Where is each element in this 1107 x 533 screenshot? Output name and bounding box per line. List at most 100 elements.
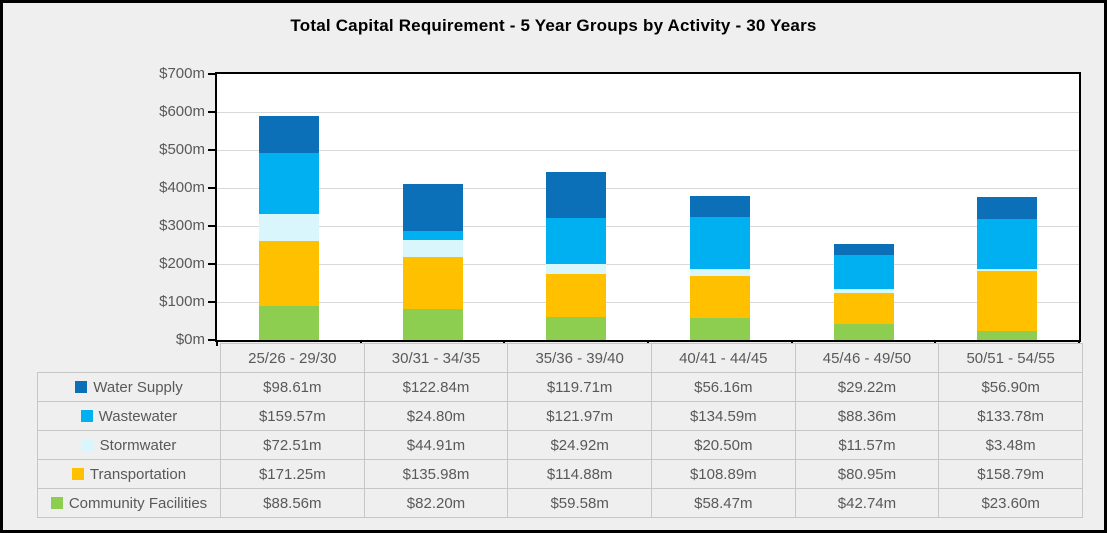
table-value-cell: $72.51m [220, 430, 365, 460]
table-column-header: 45/46 - 49/50 [794, 343, 940, 373]
table-value-cell: $158.79m [938, 459, 1083, 489]
y-axis-tick-label: $200m [159, 255, 205, 272]
y-axis-tick [208, 225, 215, 227]
legend-swatch-stormwater [81, 438, 94, 451]
y-axis-tick-label: $700m [159, 65, 205, 82]
table-value-cell: $88.56m [220, 488, 365, 518]
plot-area [215, 72, 1081, 342]
table-row-community-facilities: Community Facilities $88.56m $82.20m $59.58… [37, 488, 1083, 518]
bar-segment-water-supply [402, 183, 463, 231]
y-axis-tick-label: $600m [159, 103, 205, 120]
data-table: 25/26 - 29/30 30/31 - 34/35 35/36 - 39/40 4… [37, 343, 1083, 518]
bar-stack-4 [689, 196, 750, 340]
gridline [217, 263, 1079, 265]
table-value-cell: $171.25m [220, 459, 365, 489]
table-value-cell: $42.74m [794, 488, 940, 518]
table-row-stormwater: Stormwater $72.51m $44.91m $24.92m $20.50m $1… [37, 430, 1083, 460]
table-value-cell: $98.61m [220, 372, 365, 402]
table-value-cell: $24.80m [363, 401, 509, 431]
table-value-cell: $122.84m [363, 372, 509, 402]
table-value-cell: $80.95m [794, 459, 940, 489]
y-axis-tick [208, 339, 215, 341]
table-value-cell: $24.92m [507, 430, 652, 460]
bar-segment-transportation [977, 270, 1038, 332]
legend-label: Water Supply [93, 378, 183, 396]
bar-stack-6 [977, 196, 1038, 340]
bar-segment-wastewater [689, 217, 750, 269]
table-column-header: 50/51 - 54/55 [938, 343, 1083, 373]
bar-segment-stormwater [977, 269, 1038, 271]
y-axis-tick [208, 149, 215, 151]
bar-segment-transportation [546, 273, 607, 318]
bar-segment-water-supply [977, 196, 1038, 219]
x-axis-tick [216, 341, 218, 346]
table-row-transportation: Transportation $171.25m $135.98m $114.88m $1… [37, 459, 1083, 489]
bar-segment-community-facilities [402, 308, 463, 340]
table-value-cell: $114.88m [507, 459, 652, 489]
table-value-cell: $121.97m [507, 401, 652, 431]
legend-cell: Stormwater [37, 430, 221, 460]
bar-segment-transportation [258, 241, 319, 307]
legend-cell: Transportation [37, 459, 221, 489]
table-value-cell: $29.22m [794, 372, 940, 402]
bar-segment-wastewater [402, 230, 463, 241]
legend-label: Community Facilities [68, 494, 208, 512]
bar-segment-stormwater [833, 288, 894, 293]
table-value-cell: $88.36m [794, 401, 940, 431]
gridline [217, 111, 1079, 113]
y-axis-tick-label: $400m [159, 179, 205, 196]
table-value-cell: $44.91m [363, 430, 509, 460]
legend-swatch-wastewater [80, 409, 93, 422]
bar-segment-water-supply [546, 172, 607, 218]
y-axis-tick-label: $100m [159, 293, 205, 310]
bar-stack-2 [402, 183, 463, 340]
bar-stack-3 [546, 172, 607, 340]
table-value-cell: $135.98m [363, 459, 509, 489]
table-header-row: 25/26 - 29/30 30/31 - 34/35 35/36 - 39/40 4… [38, 343, 1083, 373]
gridline [217, 301, 1079, 303]
bar-segment-transportation [833, 293, 894, 324]
table-row-water-supply: Water Supply $98.61m $122.84m $119.71m $56.1… [37, 372, 1083, 402]
legend-label: Stormwater [99, 436, 177, 454]
chart-title: Total Capital Requirement - 5 Year Group… [290, 16, 817, 35]
bar-segment-stormwater [402, 240, 463, 258]
y-axis-tick-label: $300m [159, 217, 205, 234]
y-axis-tick [208, 187, 215, 189]
bar-segment-transportation [402, 257, 463, 309]
table-column-header: 30/31 - 34/35 [363, 343, 509, 373]
table-value-cell: $134.59m [650, 401, 796, 431]
table-value-cell: $59.58m [507, 488, 652, 518]
table-value-cell: $11.57m [794, 430, 940, 460]
bar-segment-wastewater [546, 217, 607, 265]
table-corner-cell [38, 344, 221, 373]
table-value-cell: $56.90m [938, 372, 1083, 402]
bar-segment-wastewater [258, 153, 319, 214]
y-axis-tick [208, 263, 215, 265]
gridline [217, 225, 1079, 227]
bar-segment-community-facilities [833, 323, 894, 340]
bar-stack-1 [258, 115, 319, 340]
y-axis-tick [208, 111, 215, 113]
table-value-cell: $108.89m [650, 459, 796, 489]
legend-cell: Wastewater [37, 401, 221, 431]
bar-segment-wastewater [977, 218, 1038, 270]
y-axis-tick-label: $0m [175, 331, 205, 348]
bar-segment-community-facilities [546, 317, 607, 340]
bar-segment-wastewater [833, 255, 894, 289]
y-axis-tick [208, 73, 215, 75]
legend-swatch-community-facilities [50, 496, 63, 509]
table-value-cell: $159.57m [220, 401, 365, 431]
table-row-wastewater: Wastewater $159.57m $24.80m $121.97m $134.59… [37, 401, 1083, 431]
bar-segment-community-facilities [977, 331, 1038, 340]
bar-segment-water-supply [833, 243, 894, 256]
table-value-cell: $20.50m [650, 430, 796, 460]
legend-label: Wastewater [98, 407, 178, 425]
table-column-header: 35/36 - 39/40 [507, 343, 652, 373]
table-column-header: 40/41 - 44/45 [650, 343, 796, 373]
bar-stack-5 [833, 243, 894, 340]
gridline [217, 187, 1079, 189]
bar-segment-transportation [689, 276, 750, 318]
bar-segment-water-supply [258, 115, 319, 154]
table-value-cell: $56.16m [650, 372, 796, 402]
